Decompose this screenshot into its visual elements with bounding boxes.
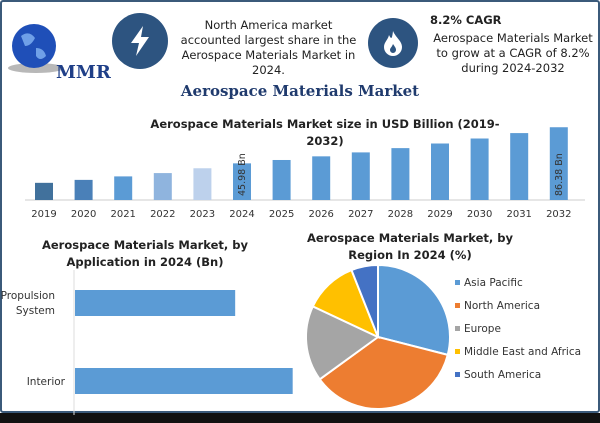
slice-north-america — [318, 335, 449, 410]
slice-asia-pacific — [377, 263, 451, 357]
info-north-america: North America market accounted largest s… — [180, 18, 357, 77]
flame-icon — [368, 18, 418, 68]
logo-text: MMR — [56, 62, 111, 83]
bar-2029 — [431, 143, 449, 200]
legend-marker — [455, 326, 460, 331]
x-tick-label: 2027 — [348, 209, 373, 220]
slice-south-america — [350, 263, 379, 338]
x-tick-label: 2020 — [71, 209, 96, 220]
category-label: Propulsion — [1, 290, 55, 302]
legend-label: Asia Pacific — [464, 277, 523, 289]
mmr-logo: MMR — [6, 18, 111, 83]
bar-2032 — [549, 127, 568, 200]
data-label-2032: 86.38 Bn — [554, 153, 565, 196]
x-tick-label: 2030 — [467, 209, 492, 220]
x-tick-label: 2025 — [269, 209, 294, 220]
application-chart: Propulsion System Interior — [1, 270, 293, 415]
legend-marker — [455, 372, 460, 377]
legend-label: South America — [464, 369, 541, 381]
bar-2021 — [114, 176, 133, 200]
bar-2026 — [312, 156, 331, 200]
bottom-bar — [0, 413, 600, 423]
x-tick-label: 2028 — [388, 209, 413, 220]
bar-propulsion-system — [75, 290, 236, 316]
x-tick-label: 2021 — [110, 209, 135, 220]
category-label: Interior — [27, 376, 66, 388]
bar-2031 — [510, 133, 529, 200]
bar-2023 — [193, 168, 212, 200]
x-tick-label: 2019 — [31, 209, 56, 220]
bar-2030 — [470, 138, 489, 200]
region-pie-chart: Asia Pacific North America Europe Middle Ea… — [305, 263, 581, 410]
cagr-heading: 8.2% CAGR — [430, 13, 502, 27]
region-chart-title: Aerospace Materials Market, by Region In… — [306, 231, 513, 262]
legend-label: Middle East and Africa — [464, 346, 581, 358]
bar-chart-title: Aerospace Materials Market size in USD B… — [150, 117, 500, 148]
main-title: Aerospace Materials Market — [180, 82, 420, 100]
market-size-chart: 2019 2020 2021 2022 2023 2024 45.98 Bn 2025 2026… — [25, 127, 585, 220]
infographic-frame — [0, 0, 600, 413]
bar-2028 — [391, 148, 410, 200]
bar-2025 — [272, 159, 291, 200]
bar-2022 — [153, 173, 172, 200]
data-label-2024: 45.98 Bn — [237, 153, 248, 196]
cagr-text: Aerospace Materials Market to grow at a … — [433, 31, 593, 75]
x-tick-label: 2029 — [427, 209, 452, 220]
slice-europe — [305, 305, 380, 381]
category-label: System — [16, 305, 55, 317]
globe-icon — [8, 24, 64, 73]
x-tick-label: 2026 — [308, 209, 333, 220]
application-chart-title: Aerospace Materials Market, by Applicati… — [41, 238, 248, 269]
legend-marker — [455, 349, 460, 354]
legend-label: North America — [464, 300, 540, 312]
x-tick-label: 2024 — [229, 209, 254, 220]
x-tick-label: 2031 — [506, 209, 531, 220]
lightning-icon — [112, 13, 168, 69]
legend-marker — [455, 303, 460, 308]
x-tick-label: 2022 — [150, 209, 175, 220]
bar-2024 — [233, 163, 251, 200]
legend-label: Europe — [464, 323, 501, 335]
x-tick-label: 2032 — [546, 209, 571, 220]
bar-interior — [75, 368, 293, 394]
bar-2020 — [74, 179, 93, 200]
x-tick-label: 2023 — [190, 209, 215, 220]
bar-2019 — [35, 182, 53, 200]
bar-2027 — [351, 152, 370, 200]
legend-marker — [455, 280, 460, 285]
